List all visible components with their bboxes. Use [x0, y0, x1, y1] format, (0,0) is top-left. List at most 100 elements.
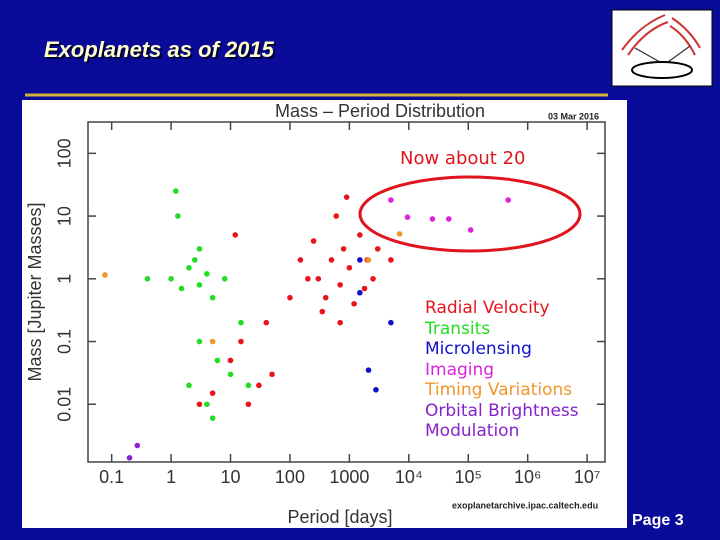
point [370, 275, 376, 282]
legend-entry: Microlensing [425, 339, 532, 359]
slide-title: Exoplanets as of 2015 [44, 37, 275, 62]
point [221, 275, 228, 282]
point [196, 246, 203, 252]
legend-entry: Orbital Brightness Modulation [425, 400, 579, 442]
x-tick-label: 1000 [329, 467, 369, 487]
point [328, 257, 335, 263]
point [186, 382, 192, 389]
highlight-ellipse [358, 175, 582, 253]
point [365, 367, 372, 373]
legend-entry: Radial Velocity [425, 298, 550, 318]
y-tick-label: 10 [55, 206, 75, 226]
point [227, 357, 234, 364]
point [396, 231, 403, 237]
x-tick-label: 100 [275, 467, 305, 487]
chart-date: 03 Mar 2016 [548, 111, 599, 121]
point [429, 216, 436, 222]
y-axis-label: Mass [Jupiter Masses] [25, 202, 45, 381]
point [269, 371, 275, 378]
point [337, 282, 343, 288]
point [333, 213, 339, 219]
x-tick-label: 1 [166, 467, 176, 487]
point [245, 382, 252, 389]
point [209, 415, 216, 421]
point [297, 257, 304, 263]
point [315, 275, 322, 282]
annotation: Now about 20 [400, 148, 525, 169]
point [175, 213, 181, 219]
point [204, 271, 210, 277]
chart-title: Mass – Period Distribution [275, 101, 485, 121]
point [374, 246, 381, 252]
legend-entry: Imaging [425, 359, 495, 380]
point [263, 319, 270, 326]
point [214, 357, 221, 364]
y-tick-label: 1 [55, 274, 75, 284]
point [238, 319, 244, 326]
point [388, 319, 394, 326]
slide-title-shadow: Exoplanets as of 2015 [46, 39, 277, 64]
legend-entry: Transits [425, 318, 491, 339]
point [196, 282, 203, 288]
point [388, 257, 394, 263]
x-tick-label: 10⁷ [574, 467, 601, 487]
point [287, 294, 293, 301]
point [204, 401, 210, 408]
point [373, 386, 379, 393]
point [196, 401, 203, 408]
point [343, 194, 350, 200]
point [232, 232, 239, 238]
point [227, 371, 234, 378]
point [126, 455, 133, 461]
point [404, 214, 411, 220]
point [168, 275, 174, 282]
point [310, 238, 317, 244]
y-tick-label: 0.01 [55, 387, 75, 422]
x-tick-label: 10⁶ [514, 467, 541, 487]
point [505, 197, 511, 203]
plot-frame [87, 121, 606, 463]
point [445, 216, 452, 222]
point [102, 272, 108, 278]
x-axis-label: Period [days] [287, 507, 392, 527]
point [357, 257, 363, 263]
point [256, 382, 262, 389]
point [361, 285, 368, 292]
point [178, 285, 185, 292]
x-tick-label: 10⁵ [455, 467, 482, 487]
point [305, 275, 311, 282]
point [337, 319, 343, 326]
point [186, 264, 192, 271]
x-tick-label: 10 [220, 467, 240, 487]
point [388, 197, 394, 203]
point [340, 246, 347, 252]
x-tick-label: 10⁴ [395, 467, 423, 487]
page-number: Page 3 [632, 512, 684, 529]
point [357, 232, 363, 238]
point [365, 257, 372, 263]
point [346, 264, 353, 271]
point [351, 300, 357, 307]
point [245, 401, 252, 408]
point [196, 338, 203, 345]
point [357, 289, 363, 296]
point [238, 338, 244, 345]
logo [611, 9, 713, 87]
point [209, 338, 216, 345]
point [209, 294, 216, 301]
point [322, 294, 329, 301]
source: exoplanetarchive.ipac.caltech.edu [452, 500, 598, 510]
legend-entry: Timing Variations [425, 380, 573, 400]
x-tick-label: 0.1 [99, 467, 124, 487]
point [467, 227, 474, 233]
point [172, 188, 179, 194]
y-tick-label: 0.1 [55, 329, 75, 354]
point [134, 442, 141, 449]
point [191, 257, 198, 263]
y-tick-label: 100 [55, 138, 75, 168]
point [144, 275, 151, 282]
point [209, 390, 216, 396]
chart-panel [22, 100, 627, 528]
